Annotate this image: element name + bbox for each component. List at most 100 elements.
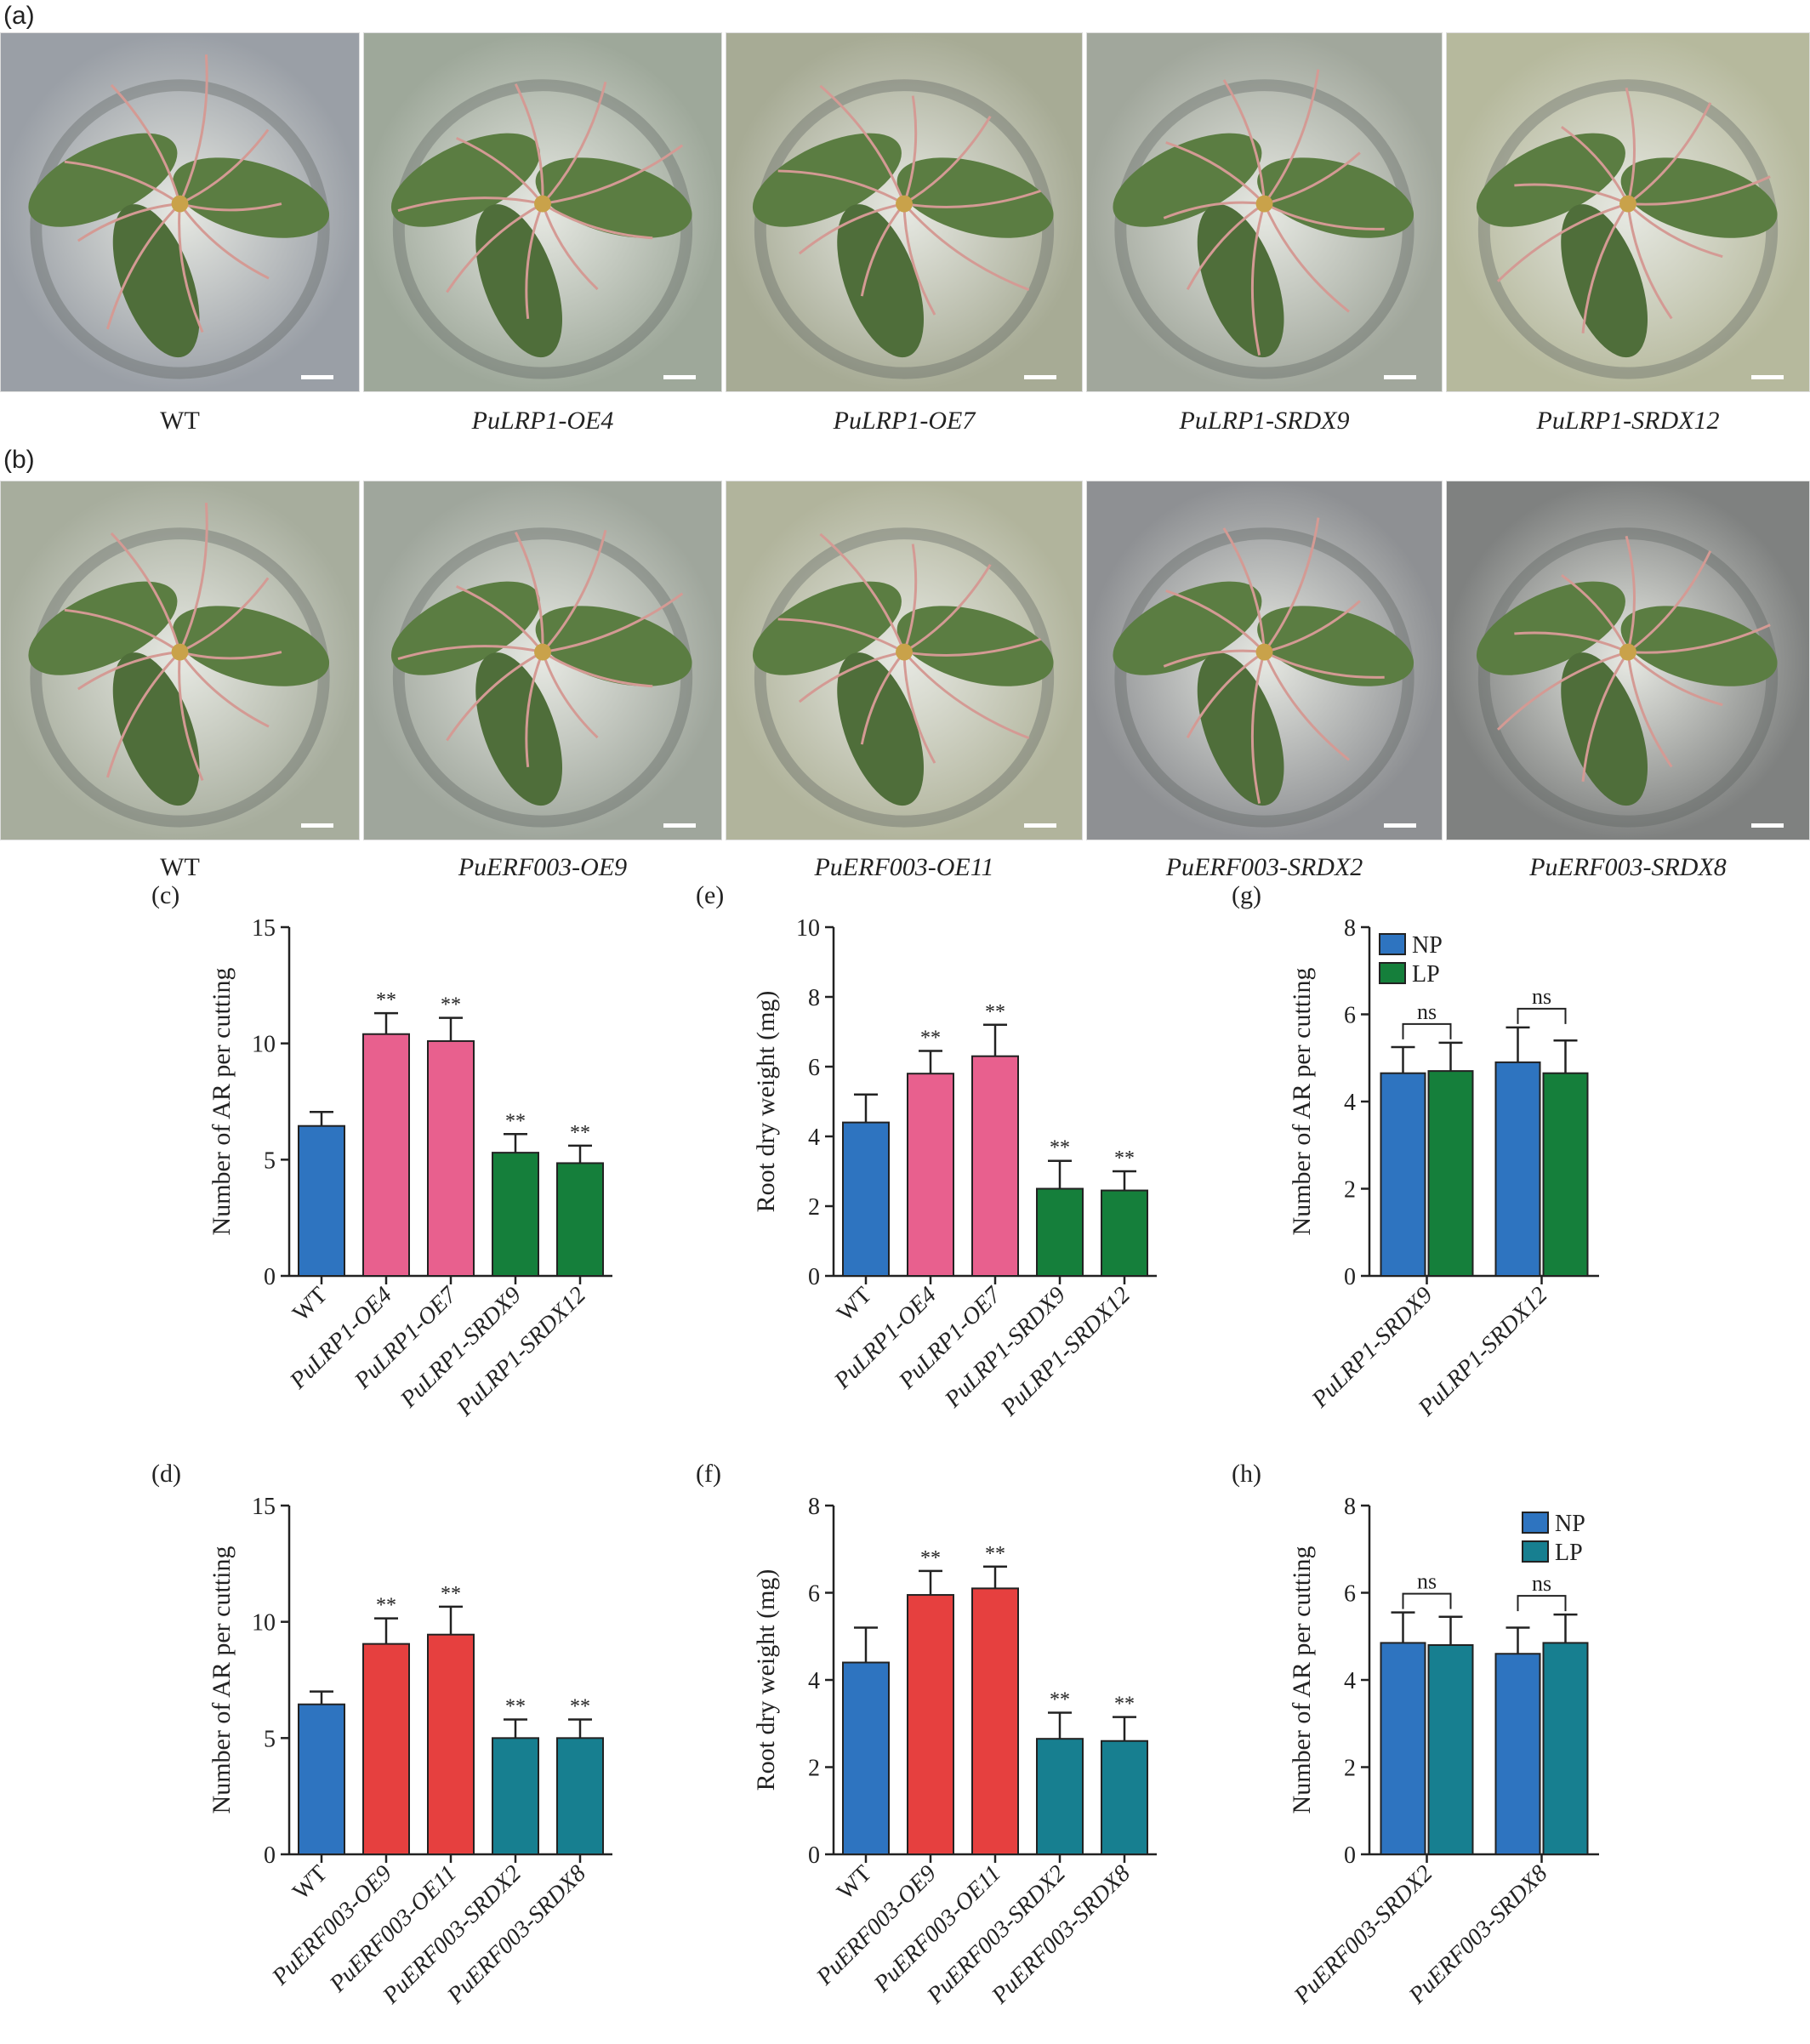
root-strand [456,584,544,653]
legend-label: NP [1412,932,1443,959]
plant-photo-a-1 [363,32,722,392]
photo-caption: PuERF003-SRDX2 [1165,853,1363,881]
root-strand [903,564,992,653]
root-strand [514,532,544,652]
root-strand [819,532,906,653]
bar [907,1073,954,1277]
y-tick-label: 6 [1344,1581,1356,1608]
x-tick-label: PuLRP1-SRDX9 [1306,1282,1438,1414]
root-strand [1627,623,1771,654]
plant-photo-b-1 [363,481,722,840]
x-tick-label: WT [287,1860,333,1905]
y-tick-label: 0 [1344,1264,1356,1290]
significance-mark: ns [1532,984,1551,1009]
root-strand [902,651,1030,740]
legend-swatch-lp [1522,1540,1549,1563]
root-strand [1165,589,1266,653]
significance-mark: ** [505,1695,526,1717]
scale-bar [663,375,696,379]
y-tick-label: 0 [808,1264,820,1290]
panel-label-f: (f) [696,1460,721,1488]
leaf-shape [837,204,925,358]
root-strand [456,136,544,205]
y-axis-label: Root dry weight (mg) [752,991,780,1213]
bar [556,1162,604,1277]
leaf-shape [1561,652,1648,806]
plant-photo-a-4 [1446,32,1810,392]
significance-mark: ** [505,1110,526,1132]
chart-f: (f) 0 2 4 6 8 Root dry weight (mg) WT ** PuERF003… [672,1460,1157,2010]
root-strand [77,202,180,242]
leaf-shape [28,133,178,227]
root-strand [903,189,1041,208]
photo-caption: PuERF003-OE9 [458,853,628,881]
legend-label: NP [1555,1511,1585,1537]
root-strand [514,83,544,204]
bar [1101,1739,1148,1855]
plant-photo-a-0 [0,32,360,392]
leaf-shape [1476,581,1625,675]
root-strand [179,54,208,205]
bar [362,1033,410,1277]
y-tick-label: 8 [1344,1494,1356,1520]
significance-mark: ** [570,1122,590,1144]
photo-caption: PuLRP1-SRDX9 [1179,407,1350,435]
root-strand [541,203,599,291]
significance-mark: ** [1050,1688,1070,1711]
panel-label-e: (e) [696,881,724,909]
root-strand [1627,550,1712,653]
leaf-shape [173,606,330,686]
leaf-shape [1620,157,1778,238]
bar-lp [1542,1642,1589,1855]
root-strand [1625,87,1636,204]
root-strand [1514,631,1629,653]
significance-mark: ns [1532,1571,1551,1596]
significance-mark: ** [920,1028,941,1050]
y-tick-label: 2 [1344,1756,1356,1782]
panel-label-h: (h) [1232,1460,1261,1488]
root-strand [64,608,181,653]
root-strand [798,651,905,703]
root-strand [1264,600,1361,653]
chart-h: (h) 0 2 4 6 8 Number of AR per cutting ns PuERF0… [1208,1460,1684,2010]
scale-bar [1384,375,1416,379]
root-strand [1626,203,1673,320]
bar [842,1121,890,1277]
root-strand [860,651,906,745]
root-strand [1625,535,1636,652]
scale-bar [1024,823,1056,828]
photo-caption: PuERF003-SRDX8 [1529,853,1727,881]
significance-mark: ** [570,1695,590,1717]
bar [971,1587,1019,1855]
legend-swatch-np [1379,933,1406,955]
plant-photo-a-2 [726,32,1083,392]
y-tick-label: 4 [1344,1668,1356,1694]
root-strand [1626,652,1673,768]
y-axis-label: Number of AR per cutting [1288,968,1316,1236]
root-strand [397,645,544,661]
significance-mark: ** [376,1595,396,1617]
root-strand [1514,183,1629,205]
bar [298,1703,345,1856]
root-strand [1626,202,1723,259]
panel-label-a: (a) [3,2,35,30]
root-strand [860,202,906,297]
root-strand [777,618,905,653]
root-strand [1263,202,1350,313]
root-strand [179,128,270,205]
leaf-shape [1476,133,1625,227]
root-strand [1163,649,1265,668]
root-strand [179,651,270,728]
scale-bar [1024,375,1056,379]
chart-e: (e) 0 2 4 6 8 10 Root dry weight (mg) WT ** PuLRP1… [672,881,1157,1422]
root-strand [1626,651,1723,707]
root-strand [1263,517,1320,653]
significance-bracket [1517,1595,1567,1612]
root-strand [902,544,918,653]
bar [492,1152,539,1277]
leaf-shape [1113,133,1262,227]
root-strand [1186,202,1266,291]
